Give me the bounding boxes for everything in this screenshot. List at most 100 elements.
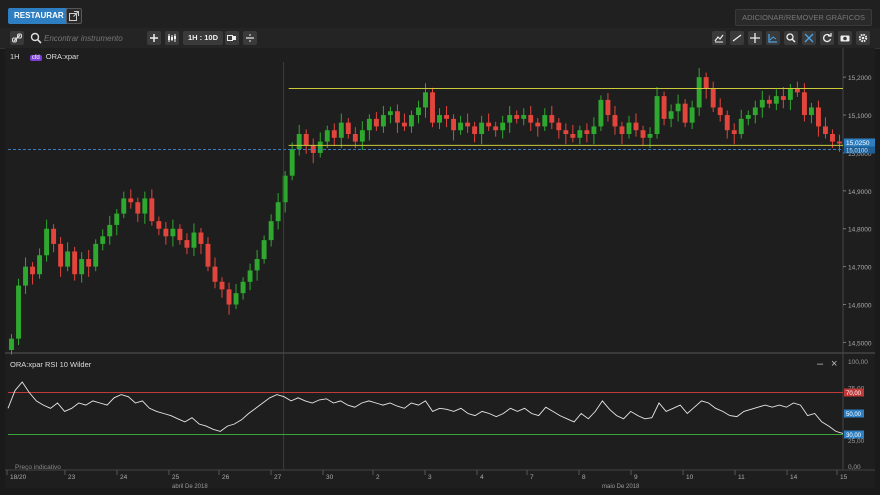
candle-body — [717, 107, 723, 116]
fib-button[interactable] — [766, 31, 780, 45]
candle-body — [605, 99, 611, 116]
time-tick-label: 25 — [172, 474, 180, 481]
price-tick-label: 14,9000 — [848, 189, 872, 196]
rsi-level-label: 30,00 — [846, 433, 862, 439]
candle-body — [830, 134, 835, 142]
candle-body — [640, 130, 646, 138]
candle-body — [128, 198, 134, 203]
candle-body — [317, 141, 323, 153]
time-tick-label: 14 — [790, 474, 798, 481]
candle-body — [570, 134, 576, 138]
time-tick-label: 9 — [634, 474, 638, 481]
candle-body — [44, 228, 50, 256]
crosshair-button[interactable] — [748, 31, 762, 45]
refresh-button[interactable] — [820, 31, 834, 45]
instrument-search[interactable] — [28, 31, 140, 45]
candle-body — [430, 92, 435, 123]
candle-body — [79, 259, 85, 275]
rsi-line — [7, 381, 844, 434]
candle-body — [423, 92, 428, 108]
candle-body — [345, 122, 351, 134]
current-price-label-2: 15,0100 — [846, 148, 868, 154]
candle-body — [23, 266, 28, 286]
candle-body — [275, 202, 281, 222]
rsi-level-label: 50,00 — [846, 412, 862, 418]
current-price-label: 15,0250 — [846, 140, 870, 147]
candle-body — [465, 122, 471, 127]
add-remove-charts-button[interactable]: ADICIONAR/REMOVER GRÁFICOS — [735, 9, 872, 26]
link-button[interactable] — [10, 31, 24, 45]
candle-body — [451, 118, 457, 131]
candle-body — [577, 130, 583, 138]
zoom-in-button[interactable] — [784, 31, 798, 45]
indicators-icon — [714, 34, 724, 43]
price-tick-label: 14,6000 — [848, 303, 872, 310]
candles-button[interactable] — [165, 31, 179, 45]
candle-body — [500, 122, 506, 131]
search-icon — [30, 32, 42, 44]
candle-body — [654, 96, 660, 134]
month-label: abril De 2018 — [172, 484, 208, 490]
trendline-button[interactable] — [730, 31, 744, 45]
candle-body — [472, 126, 478, 134]
candle-body — [107, 224, 113, 237]
candle-body — [156, 221, 162, 229]
time-tick-label: 8 — [582, 474, 586, 481]
candle-body — [745, 115, 751, 119]
line-style-button[interactable] — [243, 31, 257, 45]
candle-body — [507, 115, 513, 123]
candle-body — [759, 99, 765, 108]
candle-body — [121, 198, 127, 214]
candle-body — [373, 118, 379, 127]
candle-body — [254, 259, 260, 271]
candle-body — [668, 111, 674, 119]
add-button[interactable] — [147, 31, 161, 45]
restore-button[interactable]: RESTAURAR — [8, 8, 70, 24]
candle-body — [212, 266, 218, 282]
gear-icon — [858, 33, 868, 43]
zoom-fit-button[interactable] — [802, 31, 816, 45]
search-input[interactable] — [44, 31, 138, 45]
candle-body — [30, 266, 36, 275]
trendline-icon — [732, 34, 742, 42]
candle-body — [149, 198, 155, 222]
candle-body — [114, 213, 120, 225]
price-tick-label: 15,1000 — [848, 113, 872, 120]
candle-body — [633, 122, 639, 131]
price-tick-label: 14,8000 — [848, 227, 872, 234]
settings-button[interactable] — [856, 31, 870, 45]
price-tick-label: 15,0000 — [848, 151, 872, 158]
candle-body — [37, 255, 43, 275]
candle-body — [696, 77, 702, 108]
rsi-minimize-button[interactable]: – — [817, 358, 824, 370]
candle-body — [296, 134, 302, 150]
rsi-level-badge — [844, 430, 864, 439]
camera-button[interactable] — [838, 31, 852, 45]
candle-body — [289, 149, 295, 176]
chart-type-button[interactable] — [225, 31, 239, 45]
popout-button[interactable] — [66, 8, 82, 24]
time-tick-label: 15 — [840, 474, 848, 481]
candle-body — [815, 107, 821, 127]
indicators-button[interactable] — [712, 31, 726, 45]
rsi-close-button[interactable]: × — [831, 358, 838, 370]
candle-body — [240, 281, 246, 294]
time-tick-label: 30 — [326, 474, 334, 481]
candle-body — [444, 115, 450, 119]
instrument-label: ORA:xpar — [45, 52, 79, 61]
candle-body — [100, 236, 106, 244]
rsi-level-badge — [844, 388, 864, 397]
timeframe-selector[interactable]: 1H : 10D — [183, 31, 224, 45]
top-bar: RESTAURAR ADICIONAR/REMOVER GRÁFICOS — [0, 0, 880, 29]
time-tick-label: 7 — [530, 474, 534, 481]
candle-body — [409, 115, 414, 127]
indicative-price-label: Preço indicativo — [15, 464, 61, 471]
candle-body — [514, 115, 520, 119]
candle-body — [184, 240, 190, 248]
refresh-icon — [823, 33, 832, 43]
candle-body — [794, 88, 800, 93]
candle-body — [731, 130, 737, 134]
time-tick-label: 26 — [222, 474, 230, 481]
